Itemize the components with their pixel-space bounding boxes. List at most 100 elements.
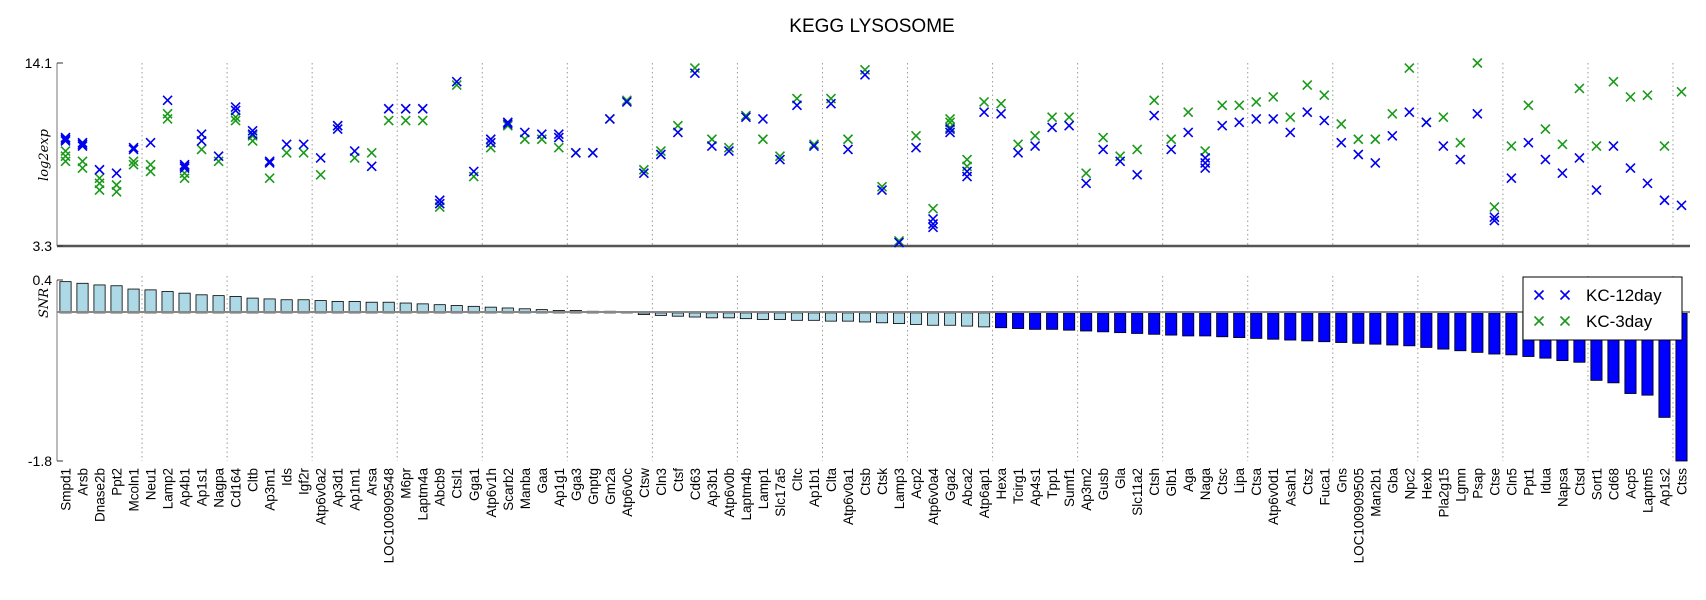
kc3-point <box>1064 112 1075 123</box>
kc12-point <box>553 132 564 143</box>
kc3-point <box>281 147 292 158</box>
gene-label: Ctsh <box>1147 468 1162 496</box>
snr-bar <box>280 299 293 314</box>
legend-kc3-marker <box>1533 315 1571 327</box>
kc12-point <box>706 140 717 152</box>
kc3-point <box>60 146 71 157</box>
kc12-point <box>689 68 700 79</box>
kc12-point <box>485 137 496 148</box>
kc3-point <box>162 113 173 124</box>
snr-bar <box>1505 312 1518 356</box>
kc3-point <box>1030 130 1041 141</box>
gene-label: Ctss <box>1674 468 1689 495</box>
kc12-point <box>1200 157 1211 169</box>
kc3-point <box>1268 91 1279 102</box>
gene-label: Acp2 <box>909 468 924 499</box>
legend-kc12-label: KC-12day <box>1586 286 1662 305</box>
kc3-point <box>383 115 394 126</box>
kc12-point <box>1166 144 1177 155</box>
kc3-point <box>128 159 139 170</box>
kc12-point <box>672 127 683 138</box>
kc12-point <box>128 142 139 153</box>
gene-label: Ap3d1 <box>331 468 346 507</box>
kc3-point <box>1404 63 1415 74</box>
gene-label: Ap1s1 <box>195 468 210 506</box>
gene-label: Cln5 <box>1504 468 1519 496</box>
gene-label: Sort1 <box>1589 468 1604 500</box>
kc3-point <box>808 139 820 150</box>
gene-label: Cltc <box>790 468 805 491</box>
gene-label: Gm2a <box>603 468 618 505</box>
gene-label: Neu1 <box>144 468 159 500</box>
gene-label: Arsb <box>76 468 91 496</box>
kc12-point <box>179 159 190 170</box>
kc12-point <box>60 134 71 145</box>
kc12-point <box>536 129 547 140</box>
kc12-point <box>1081 178 1092 189</box>
snr-bar <box>1454 312 1467 352</box>
kc3-point <box>1319 90 1330 101</box>
kc12-point <box>1676 200 1687 211</box>
gene-label: Psap <box>1470 468 1485 499</box>
gene-label: Man2b1 <box>1368 468 1383 517</box>
kc12-point <box>655 149 666 160</box>
kc3-point <box>213 156 224 167</box>
snr-bar <box>93 284 106 314</box>
kc12-point <box>1625 162 1636 174</box>
gene-label: M6pr <box>399 468 414 499</box>
legend: KC-12day KC-3day <box>1522 276 1683 341</box>
legend-kc12-marker <box>1533 289 1571 301</box>
kc12-point <box>417 103 428 114</box>
kc3-point <box>740 110 751 121</box>
gene-label: Lamp3 <box>892 468 907 509</box>
gene-label: Nagpa <box>212 468 227 508</box>
kc3-point <box>247 130 258 141</box>
gene-label: Gnptg <box>586 468 601 505</box>
gene-label: Atp6v0d1 <box>1266 468 1281 525</box>
gene-label: Cd164 <box>229 468 244 508</box>
kc12-point <box>1200 152 1211 163</box>
kc3-point <box>196 144 207 155</box>
gene-label: Abca2 <box>960 468 975 506</box>
kc12-point <box>162 95 173 106</box>
snr-bar <box>807 312 820 321</box>
kc12-point <box>1642 178 1653 189</box>
gene-label: Ctsz <box>1300 468 1315 495</box>
gene-label: Manba <box>518 468 533 510</box>
kc12-point <box>281 139 292 150</box>
kc12-point <box>1523 137 1534 148</box>
snr-bar <box>1131 312 1144 334</box>
snr-bar <box>1216 312 1229 338</box>
gene-label: Clta <box>824 468 839 492</box>
gene-label: Ctsc <box>1215 468 1230 495</box>
chart-title: KEGG LYSOSOME <box>789 16 954 37</box>
expr-ytick-label-min: 3.3 <box>33 238 53 254</box>
kc3-point <box>553 142 564 153</box>
gene-label: Lgmn <box>1453 468 1468 502</box>
snr-bar <box>195 294 208 314</box>
kc12-point <box>604 113 615 124</box>
snr-bar <box>841 312 854 322</box>
kc12-point <box>944 124 956 135</box>
gene-label: Ctsb <box>858 468 873 496</box>
kc3-point <box>230 115 241 126</box>
kc12-point <box>910 142 922 153</box>
kc12-point <box>468 166 479 177</box>
kc3-point <box>264 173 275 184</box>
kc12-point <box>1353 149 1364 160</box>
kc3-point <box>417 115 428 126</box>
gene-label: Ids <box>280 468 295 486</box>
kc12-point <box>808 140 820 152</box>
gene-label: Tcirg1 <box>1011 468 1026 504</box>
kc3-point <box>825 93 837 104</box>
kc3-point <box>1115 151 1126 162</box>
snr-bar <box>59 281 72 314</box>
kc12-point <box>996 108 1007 119</box>
gene-label: Laptm5 <box>1640 468 1655 513</box>
gene-label: Ap1b1 <box>807 468 822 507</box>
snr-bar <box>1250 312 1263 339</box>
kc3-point <box>451 79 462 91</box>
gene-label: Ap1g1 <box>552 468 567 507</box>
snr-bar <box>671 312 684 317</box>
kc3-point <box>1047 112 1058 123</box>
